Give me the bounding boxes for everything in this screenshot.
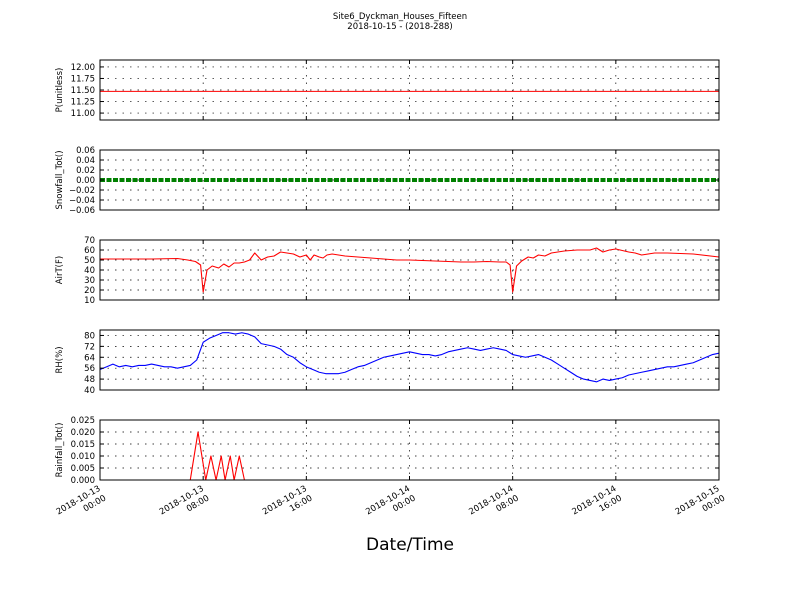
y-tick-label: 0.010 (71, 452, 95, 462)
y-tick-label: 0.00 (76, 176, 95, 186)
figure-title: Site6_Dyckman_Houses_Fifteen (333, 12, 467, 22)
y-tick-label: 40 (84, 386, 95, 396)
y-tick-label: 48 (84, 375, 95, 385)
panel-2: 0.060.040.020.00−0.02−0.04−0.06 Snowfall_… (55, 146, 720, 216)
y-axis-label: P(unitless) (55, 68, 65, 113)
y-tick-label: 64 (84, 353, 95, 363)
y-tick-label: 0.005 (71, 464, 95, 474)
y-axis-label: RH(%) (55, 346, 65, 373)
x-tick-label: 2018-10-1316:00 (261, 484, 314, 527)
x-tick-label: 2018-10-1500:00 (674, 484, 727, 527)
y-tick-label: 11.00 (71, 109, 95, 119)
y-tick-label: 70 (84, 236, 95, 246)
y-tick-label: −0.02 (69, 186, 95, 196)
x-axis-ticks: 2018-10-1300:00 2018-10-1308:00 2018-10-13… (55, 484, 727, 527)
series-line (100, 247, 720, 293)
y-tick-label: 0.04 (76, 156, 95, 166)
y-tick-label: −0.04 (69, 196, 95, 206)
y-tick-label: 56 (84, 364, 95, 374)
y-tick-label: 10 (84, 296, 95, 306)
y-tick-label: 0.000 (71, 476, 95, 486)
y-axis-label: Snowfall_Tot() (55, 150, 65, 209)
y-tick-label: 12.00 (71, 63, 95, 73)
x-tick-label: 2018-10-1308:00 (158, 484, 211, 527)
y-tick-label: 50 (84, 256, 95, 266)
y-axis-label: Rainfall_Tot() (55, 423, 65, 478)
y-tick-label: 11.25 (71, 98, 95, 108)
x-tick-label: 2018-10-1416:00 (571, 484, 624, 527)
y-tick-label: 11.75 (71, 74, 95, 84)
panel-5: 0.025 0.020 0.015 0.010 0.005 0.000 Rainfall_T… (55, 416, 720, 486)
y-tick-label: −0.06 (69, 206, 95, 216)
x-tick-label: 2018-10-1300:00 (55, 484, 108, 527)
y-tick-label: 0.025 (71, 416, 95, 426)
y-tick-label: 11.50 (71, 86, 95, 96)
y-tick-label: 72 (84, 342, 95, 352)
x-axis-label: Date/Time (366, 535, 454, 555)
y-tick-label: 30 (84, 276, 95, 286)
series-line (99, 332, 720, 383)
figure-subtitle: 2018-10-15 - (2018-288) (347, 22, 452, 32)
y-tick-label: 0.06 (76, 146, 95, 156)
y-tick-label: 0.015 (71, 440, 95, 450)
y-tick-label: 0.02 (76, 166, 95, 176)
y-axis-label: AirT(F) (55, 256, 65, 284)
y-tick-label: 80 (84, 331, 95, 341)
y-tick-label: 40 (84, 266, 95, 276)
y-tick-label: 0.020 (71, 428, 95, 438)
y-tick-label: 60 (84, 246, 95, 256)
y-tick-label: 20 (84, 286, 95, 296)
x-tick-label: 2018-10-1400:00 (364, 484, 417, 527)
x-tick-label: 2018-10-1408:00 (467, 484, 520, 527)
